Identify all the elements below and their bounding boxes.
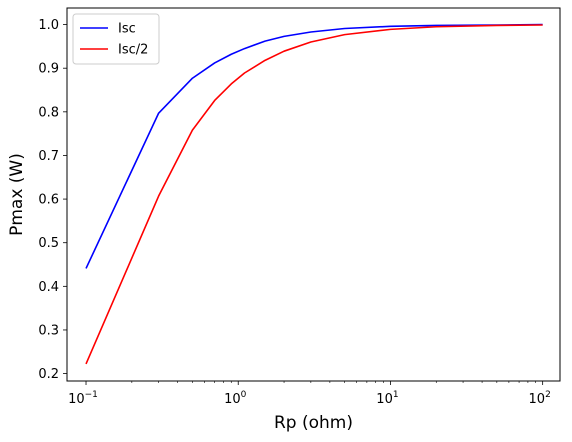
y-tick-label: 0.2 [38,367,59,382]
x-axis-label: Rp (ohm) [274,413,353,433]
plot-lines [85,23,543,365]
x-tick-base: 10 [376,392,393,407]
x-tick-exponent: 0 [241,390,247,400]
x-axis-ticks: 10−1 100 101 102 [68,381,551,407]
x-tick-base: 10 [529,392,546,407]
y-tick-label: 0.6 [38,193,59,208]
plot-frame [66,7,561,382]
legend-box [72,13,160,65]
x-tick-exponent: 1 [393,390,399,400]
y-axis-label: Pmax (W) [7,153,27,236]
y-tick-label: 1.0 [38,18,59,33]
legend: Isc Isc/2 [72,13,160,65]
x-tick-exponent: −1 [85,390,98,400]
y-axis-ticks: 0.2 0.3 0.4 0.5 0.6 0.7 0.8 0.9 1.0 [38,18,67,382]
x-tick-base: 10 [68,392,85,407]
series-line-1 [85,24,543,365]
x-tick-base: 10 [224,392,241,407]
y-tick-label: 0.7 [38,149,59,164]
y-tick-label: 0.3 [38,323,59,338]
legend-entry: Isc [118,22,136,37]
y-tick-label: 0.4 [38,280,59,295]
y-tick-label: 0.5 [38,236,59,251]
x-tick-label: 101 [376,390,398,407]
x-tick-label: 100 [224,390,247,407]
y-tick-label: 0.8 [38,105,59,120]
x-tick-label: 10−1 [68,390,98,407]
series-line-0 [85,23,543,269]
x-tick-exponent: 2 [545,390,551,400]
x-tick-label: 102 [529,390,551,407]
y-tick-label: 0.9 [38,62,59,77]
legend-entry: Isc/2 [118,43,148,58]
